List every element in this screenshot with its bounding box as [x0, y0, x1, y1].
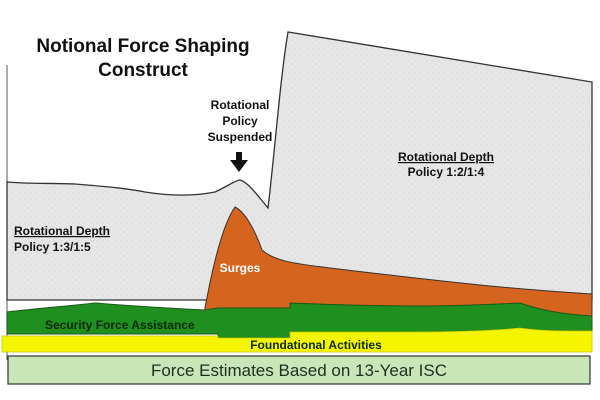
- security-force-assistance-label: Security Force Assistance: [45, 318, 195, 332]
- rotational-depth-area: [6, 31, 593, 301]
- down-arrow-icon: [230, 152, 248, 172]
- right-region-heading: Rotational Depth: [398, 150, 494, 164]
- base-bar-label: Force Estimates Based on 13-Year ISC: [151, 361, 447, 380]
- foundational-activities-band: [1, 327, 593, 353]
- left-region-policy: Policy 1:3/1:5: [14, 240, 91, 254]
- base-bar: [7, 355, 591, 385]
- diagram-title-line1: Notional Force Shaping: [36, 36, 249, 57]
- right-region-policy: Policy 1:2/1:4: [408, 165, 485, 179]
- annotation-line1: Rotational: [211, 98, 270, 112]
- surges-area: [204, 206, 593, 317]
- left-region-heading: Rotational Depth: [14, 224, 110, 238]
- annotation-line2: Policy: [222, 114, 258, 128]
- diagram-title-line2: Construct: [98, 60, 188, 81]
- foundational-activities-label: Foundational Activities: [250, 338, 382, 352]
- annotation-line3: Suspended: [208, 130, 273, 144]
- surges-label: Surges: [220, 261, 261, 275]
